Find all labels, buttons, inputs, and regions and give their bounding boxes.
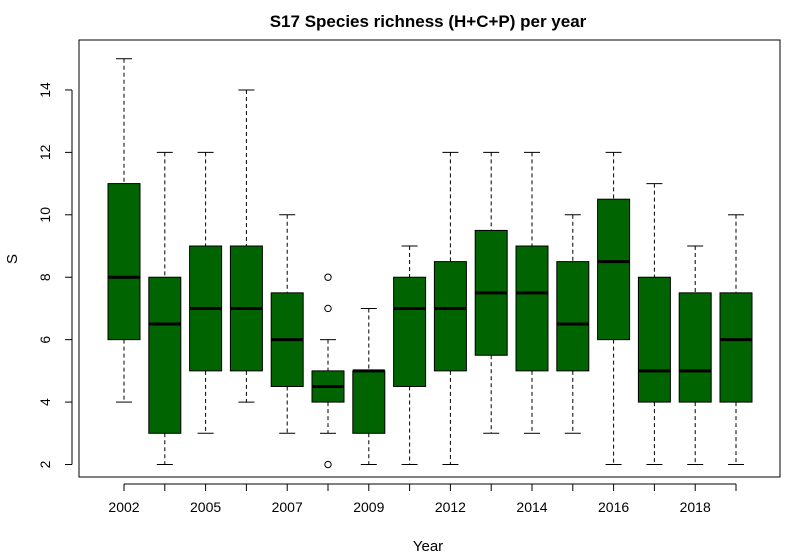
box-body (678, 292, 712, 403)
box-15 (719, 214, 753, 466)
box-body (107, 183, 141, 341)
x-tick-label: 2012 (435, 499, 466, 515)
y-tick-label: 6 (37, 336, 53, 344)
outlier-point (324, 273, 332, 281)
box-14 (678, 245, 712, 466)
box-6 (352, 307, 386, 466)
box-body (352, 370, 386, 434)
box-5 (311, 273, 345, 469)
x-tick-label: 2014 (516, 499, 547, 515)
x-tick-label: 2016 (598, 499, 629, 515)
box-body (148, 276, 182, 434)
y-axis: 2 4 6 8 10 12 14 (37, 82, 73, 468)
box-12 (597, 151, 631, 466)
box-3 (229, 89, 263, 403)
x-tick-label: 2007 (272, 499, 303, 515)
outlier-point (324, 460, 332, 469)
box-7 (393, 245, 427, 466)
box-body (433, 261, 467, 372)
box-13 (637, 183, 671, 466)
y-tick-label: 2 (37, 460, 53, 468)
box-body (515, 245, 549, 372)
x-axis-label: Year (413, 538, 443, 555)
box-0 (107, 58, 141, 403)
box-8 (433, 151, 467, 466)
x-tick-label: 2018 (680, 499, 711, 515)
y-tick-label: 10 (37, 207, 53, 223)
box-body (393, 276, 427, 387)
plot-frame (78, 39, 781, 478)
box-9 (474, 151, 508, 434)
y-axis-label: S (4, 254, 21, 264)
box-body (719, 292, 753, 403)
box-11 (556, 214, 590, 434)
box-1 (148, 151, 182, 466)
chart-title: S17 Species richness (H+C+P) per year (270, 12, 587, 31)
x-tick-label: 2005 (190, 499, 221, 515)
x-tick-label: 2009 (353, 499, 384, 515)
y-tick-label: 14 (37, 82, 53, 98)
box-body (556, 261, 590, 372)
y-tick-label: 4 (37, 398, 53, 406)
boxes-group (107, 58, 753, 469)
box-body (637, 276, 671, 403)
box-10 (515, 151, 549, 434)
outlier-point (324, 304, 332, 313)
box-4 (270, 214, 304, 434)
y-tick-label: 8 (37, 273, 53, 281)
box-2 (189, 151, 223, 434)
box-body (597, 198, 631, 341)
y-tick-label: 12 (37, 144, 53, 160)
x-tick-label: 2002 (108, 499, 139, 515)
x-axis: 2002 2005 2007 2009 2012 2014 2016 2018 (108, 483, 737, 515)
